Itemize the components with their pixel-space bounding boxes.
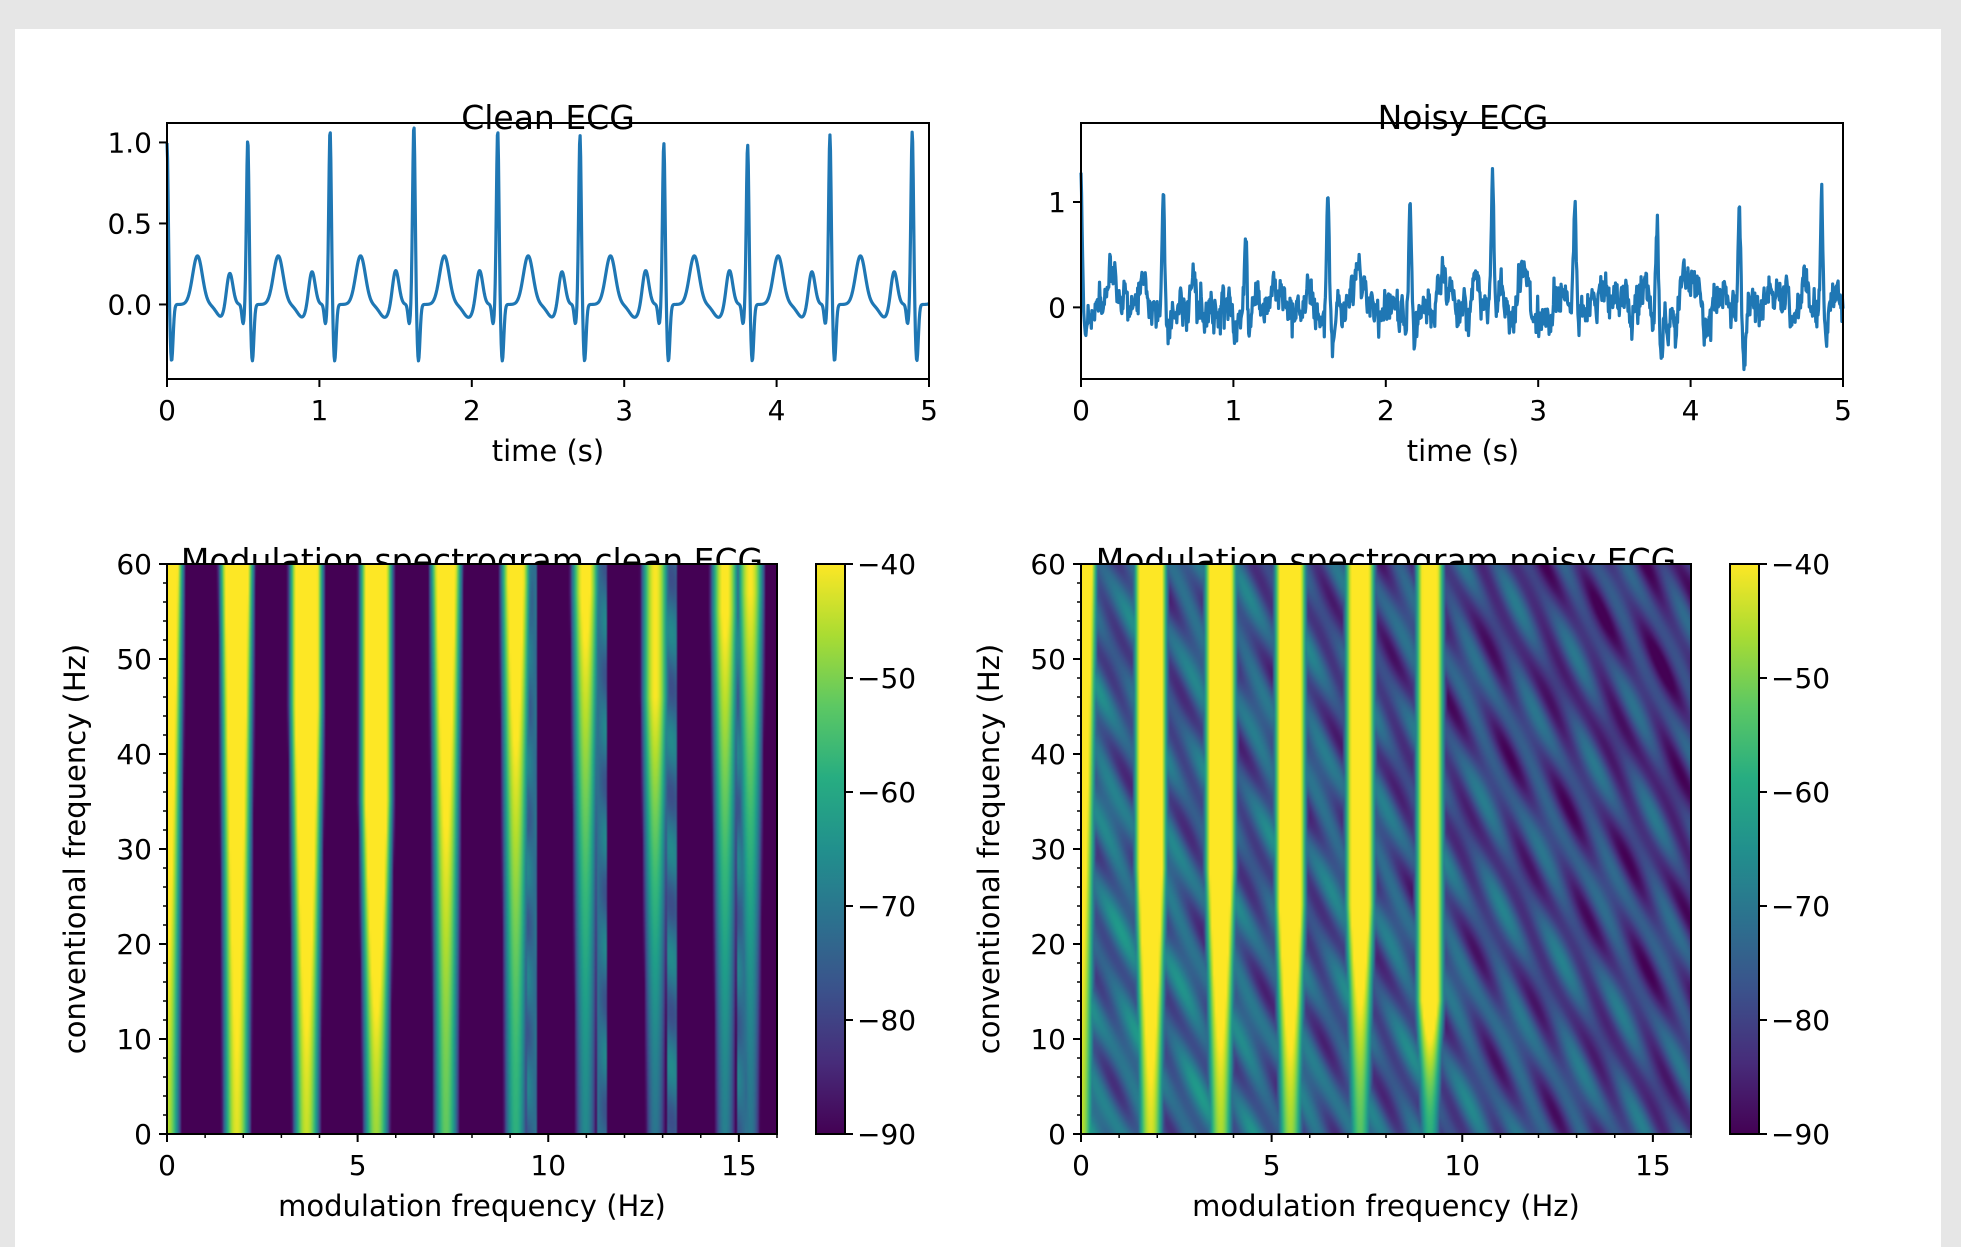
y-tick-label: 50 [116,643,152,676]
y-axis: 01 [1048,186,1081,324]
x-tick-label: 4 [768,394,786,427]
colorbar-tick-label: −50 [1771,662,1830,695]
x-axis-label: time (s) [492,434,604,468]
colorbar-tick-label: −50 [857,662,916,695]
x-tick-label: 10 [530,1149,566,1182]
y-tick-label: 10 [1030,1023,1066,1056]
x-tick-label: 0 [1072,1149,1090,1182]
x-axis: 0 1 2 3 4 5 [1072,379,1852,427]
x-tick-label: 5 [1834,394,1852,427]
panel-spectrogram-clean: Modulation spectrogram clean ECG 0 5 10 15 … [58,541,916,1223]
colorbar [1729,563,1760,1135]
x-tick-label: 0 [1072,394,1090,427]
axes-frame [166,122,930,380]
colorbar-tick-label: −80 [857,1004,916,1037]
x-tick-label: 4 [1682,394,1700,427]
colorbar-tick-label: −60 [857,776,916,809]
colorbar-tick-label: −60 [1771,776,1830,809]
y-tick-label: 40 [116,738,152,771]
chart-title: Noisy ECG [1378,98,1549,137]
x-axis: 0 5 10 15 [1072,1134,1692,1182]
x-axis: 0 5 10 15 [158,1134,778,1182]
y-axis-label: conventional frequency (Hz) [58,644,92,1054]
colorbar-tick-label: −80 [1771,1004,1830,1037]
chart-title: Clean ECG [461,98,635,137]
y-tick-label: 0 [134,1118,152,1151]
x-tick-label: 15 [1635,1149,1671,1182]
x-tick-label: 2 [463,394,481,427]
y-tick-label: 60 [116,548,152,581]
x-axis-label: modulation frequency (Hz) [1192,1189,1580,1223]
colorbar-tick-label: −90 [857,1118,916,1151]
y-axis: 0.0 0.5 1.0 [107,126,167,321]
y-tick-label: 0.0 [107,288,152,321]
series-line [165,126,931,363]
x-tick-label: 2 [1377,394,1395,427]
colorbar-ticks: −40 −50 −60 −70 −80 −90 [1759,548,1830,1151]
y-axis: 0 10 20 30 40 50 60 [116,548,167,1151]
y-tick-label: 1.0 [107,126,152,159]
axes-frame [1080,122,1844,380]
x-tick-label: 1 [310,394,328,427]
x-tick-label: 1 [1224,394,1242,427]
colorbar-tick-label: −70 [857,890,916,923]
colorbar-tick-label: −40 [857,548,916,581]
y-tick-label: 30 [116,833,152,866]
y-axis: 0 10 20 30 40 50 60 [1030,548,1081,1151]
colorbar [815,563,846,1135]
x-tick-label: 0 [158,394,176,427]
panel-spectrogram-noisy: Modulation spectrogram noisy ECG 0 5 10 15 … [972,541,1830,1223]
y-tick-label: 0 [1048,291,1066,324]
y-tick-label: 40 [1030,738,1066,771]
y-tick-label: 10 [116,1023,152,1056]
colorbar-tick-label: −40 [1771,548,1830,581]
x-tick-label: 3 [615,394,633,427]
y-tick-label: 20 [1030,928,1066,961]
y-tick-label: 50 [1030,643,1066,676]
y-tick-label: 0 [1048,1118,1066,1151]
y-tick-label: 1 [1048,186,1066,219]
y-axis-label: conventional frequency (Hz) [972,644,1006,1054]
colorbar-ticks: −40 −50 −60 −70 −80 −90 [845,548,916,1151]
y-tick-label: 60 [1030,548,1066,581]
x-tick-label: 0 [158,1149,176,1182]
heatmap [1081,564,1691,1134]
series-line [1079,166,1845,372]
colorbar-tick-label: −90 [1771,1118,1830,1151]
y-tick-label: 30 [1030,833,1066,866]
x-axis: 0 1 2 3 4 5 [158,379,938,427]
colorbar-tick-label: −70 [1771,890,1830,923]
x-axis-label: modulation frequency (Hz) [278,1189,666,1223]
x-tick-label: 5 [349,1149,367,1182]
x-tick-label: 15 [721,1149,757,1182]
x-tick-label: 10 [1444,1149,1480,1182]
x-tick-label: 5 [1263,1149,1281,1182]
heatmap [167,564,777,1134]
x-tick-label: 5 [920,394,938,427]
x-tick-label: 3 [1529,394,1547,427]
panel-clean-ecg: Clean ECG 0 1 2 3 4 5 0.0 0.5 1.0 time (s) [107,98,937,468]
y-tick-label: 20 [116,928,152,961]
x-axis-label: time (s) [1407,434,1519,468]
y-tick-label: 0.5 [107,207,152,240]
